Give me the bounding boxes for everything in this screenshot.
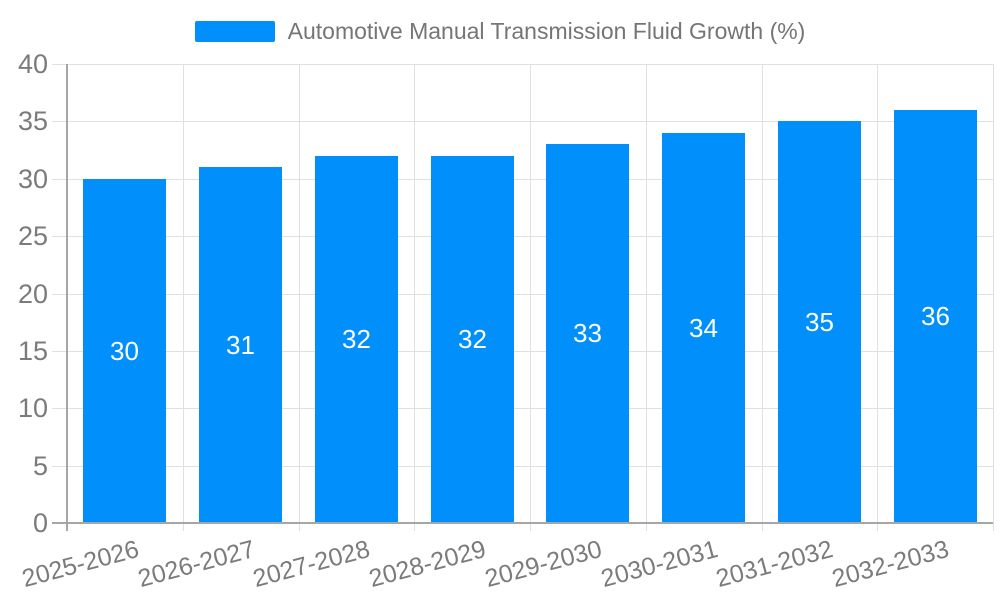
bar [546,144,629,522]
y-tick-label: 5 [32,451,48,481]
y-gridline [52,236,993,237]
bar [83,179,166,522]
bar-value-label: 33 [573,318,602,348]
y-tick-label: 30 [17,164,48,194]
bar [315,156,398,522]
x-gridline [646,64,647,531]
x-tick-label: 2030-2031 [598,535,722,593]
y-tick-label: 25 [17,221,48,251]
y-tick-label: 10 [17,393,48,423]
bar-value-label: 30 [110,336,139,366]
y-gridline [52,179,993,180]
x-gridline [414,64,415,531]
y-gridline [52,351,993,352]
x-gridline [762,64,763,531]
x-tick-label: 2027-2028 [250,535,374,593]
y-gridline [52,64,993,65]
x-gridline [877,64,878,531]
x-tick-label: 2032-2033 [829,535,953,593]
y-tick-label: 0 [32,508,48,538]
x-tick-label: 2025-2026 [19,535,143,593]
x-axis-line [52,522,993,524]
bar-value-label: 36 [921,301,950,331]
x-gridline [993,64,994,531]
x-gridline [299,64,300,531]
bar-value-label: 32 [458,324,487,354]
x-gridline [183,64,184,531]
y-gridline [52,466,993,467]
x-tick-label: 2029-2030 [482,535,606,593]
x-tick-label: 2028-2029 [366,535,490,593]
bar-value-label: 31 [226,330,255,360]
legend-label: Automotive Manual Transmission Fluid Gro… [287,17,806,44]
bar [778,121,861,522]
bar [199,167,282,522]
y-gridline [52,294,993,295]
x-gridline [530,64,531,531]
y-gridline [52,121,993,122]
bar [662,133,745,522]
y-tick-label: 15 [17,336,48,366]
y-tick-label: 20 [17,279,48,309]
legend-swatch [194,20,275,42]
bar [894,110,977,522]
legend-item[interactable]: Automotive Manual Transmission Fluid Gro… [0,17,1000,45]
x-tick-label: 2026-2027 [135,535,259,593]
x-tick-label: 2031-2032 [713,535,837,593]
y-tick-label: 35 [17,106,48,136]
y-tick-label: 40 [17,49,48,79]
bar-value-label: 34 [689,313,718,343]
bar-value-label: 32 [342,324,371,354]
y-gridline [52,408,993,409]
bar-value-label: 35 [805,307,834,337]
bar [431,156,514,522]
y-axis-line [66,64,68,531]
